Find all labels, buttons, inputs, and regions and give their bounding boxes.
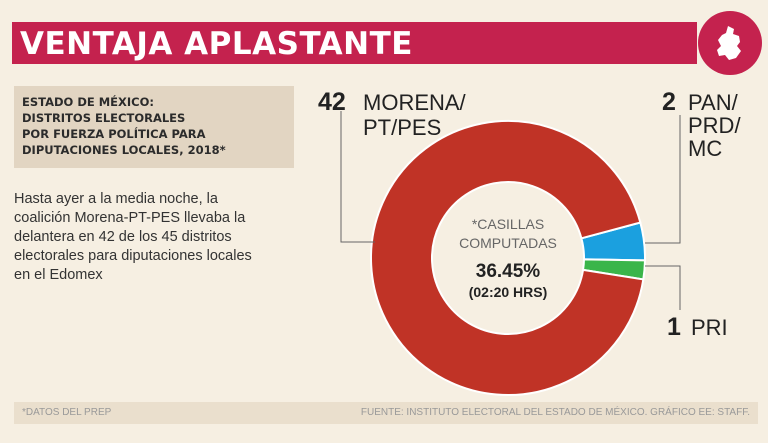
donut-slice-morena-pt-pes (370, 120, 645, 396)
leader-line-morena (340, 111, 375, 243)
description-line: coalición Morena-PT-PES llevaba la (14, 210, 246, 226)
annotation-pan-label-line1: PAN/ (688, 90, 739, 115)
annotation-pri-label: PRI (691, 315, 728, 340)
annotation-morena-label-line1: MORENA/ (363, 90, 467, 115)
annotation-morena-number: 42 (318, 88, 346, 116)
annotation-morena-label-line2: PT/PES (363, 115, 441, 140)
subtitle-line: POR FUERZA POLÍTICA PARA (22, 127, 206, 141)
footer-bar: *DATOS DEL PREP FUENTE: INSTITUTO ELECTO… (14, 402, 758, 424)
chart-subtitle-box: ESTADO DE MÉXICO: DISTRITOS ELECTORALES … (14, 86, 294, 168)
description-line: delantera en 42 de los 45 distritos (14, 229, 232, 245)
center-time: (02:20 HRS) (469, 284, 548, 300)
estado-de-mexico-map-icon (717, 26, 741, 60)
footnote: *DATOS DEL PREP (22, 407, 112, 418)
leader-line-pri (645, 265, 681, 310)
description-line: Hasta ayer a la media noche, la (14, 191, 218, 207)
description-line: en el Edomex (14, 267, 103, 283)
title-bar: VENTAJA APLASTANTE (12, 22, 697, 64)
leader-line-pan (645, 115, 681, 244)
annotation-pan-label-line3: MC (688, 136, 722, 161)
subtitle-line: ESTADO DE MÉXICO: (22, 95, 154, 109)
source-credit: FUENTE: INSTITUTO ELECTORAL DEL ESTADO D… (360, 407, 750, 418)
annotation-pan-label-line2: PRD/ (688, 113, 741, 138)
description-line: electorales para diputaciones locales (14, 248, 252, 264)
subtitle-line: DIPUTACIONES LOCALES, 2018* (22, 143, 226, 157)
page-title: VENTAJA APLASTANTE (20, 26, 413, 62)
annotation-pan-number: 2 (662, 88, 676, 116)
center-value: 36.45% (476, 261, 541, 282)
description-text: Hasta ayer a la media noche, la coalició… (14, 190, 299, 285)
center-label-line1: *CASILLAS (472, 216, 544, 232)
state-badge (698, 11, 762, 75)
donut-slices (370, 120, 646, 396)
center-label-line2: COMPUTADAS (459, 235, 557, 251)
subtitle-line: DISTRITOS ELECTORALES (22, 111, 186, 125)
annotation-pri-number: 1 (667, 313, 681, 341)
